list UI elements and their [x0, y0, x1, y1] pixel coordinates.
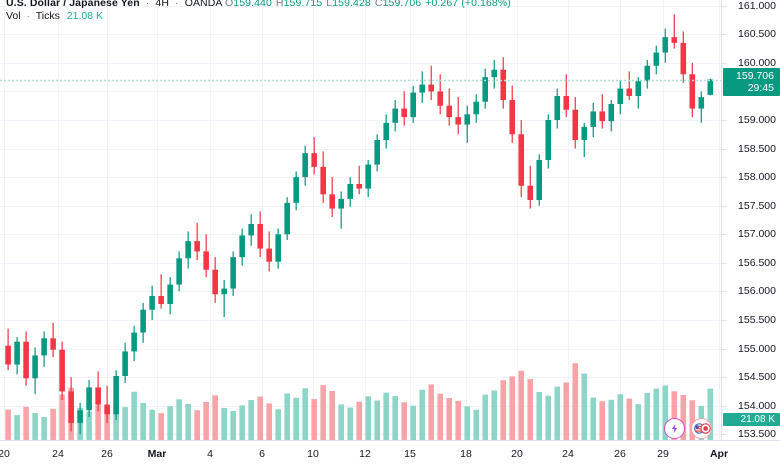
price-tick-label: 161.000 — [738, 0, 776, 12]
chart-plot-area[interactable] — [0, 0, 722, 440]
price-tick-mark — [722, 148, 727, 150]
price-tick-label: 153.500 — [738, 428, 776, 441]
price-tick-mark — [722, 205, 727, 207]
price-tick-label: 157.000 — [738, 228, 776, 241]
price-tick-mark — [722, 120, 727, 121]
price-tick-label: 160.000 — [738, 56, 776, 69]
price-tick-label: 159.000 — [738, 114, 776, 126]
price-tick-label: 157.500 — [738, 199, 776, 212]
time-tick-label: Mar — [147, 448, 167, 460]
time-tick-label: 20 — [511, 448, 523, 460]
lightning-icon — [671, 423, 678, 434]
time-tick-label: 26 — [614, 448, 626, 460]
time-tick-label: 20 — [0, 448, 10, 460]
price-tick-mark — [722, 348, 727, 350]
time-tick-label: 24 — [52, 448, 64, 460]
price-tick-label: 155.500 — [738, 314, 776, 326]
price-tick-mark — [722, 177, 727, 179]
price-tick-mark — [722, 291, 727, 293]
time-tick-label: 6 — [259, 448, 265, 460]
current-price-badge[interactable]: 159.706 29:45 — [723, 67, 780, 96]
candlestick-canvas[interactable] — [0, 0, 722, 440]
price-tick-mark — [722, 320, 727, 321]
price-tick-mark — [722, 262, 727, 264]
price-tick-mark — [722, 434, 727, 436]
volume-value-badge[interactable]: 21.08 K — [723, 413, 780, 426]
price-tick-label: 156.500 — [738, 256, 776, 269]
price-tick-label: 160.500 — [738, 28, 776, 41]
time-axis[interactable]: 20 24 26 Mar 4 6 10 12 15 18 20 24 26 29 Apr — [0, 440, 780, 471]
price-tick-label: 154.500 — [738, 371, 776, 384]
symbol-flags-button[interactable] — [691, 418, 712, 439]
time-tick-label: 26 — [101, 448, 113, 460]
time-tick-label: Apr — [709, 448, 729, 460]
price-tick-label: 154.000 — [738, 399, 776, 412]
price-tick-mark — [722, 405, 727, 407]
price-tick-mark — [722, 234, 727, 236]
price-tick-label: 155.000 — [738, 342, 776, 355]
price-tick-mark — [722, 62, 727, 64]
price-tick-label: 158.000 — [738, 171, 776, 184]
floating-button-group[interactable] — [664, 418, 712, 439]
time-tick-label: 12 — [359, 448, 371, 460]
price-tick-label: 158.500 — [738, 142, 776, 155]
price-tick-mark — [722, 377, 727, 379]
quick-trade-button[interactable] — [664, 418, 685, 439]
bar-countdown: 29:45 — [747, 81, 774, 94]
price-tick-mark — [722, 34, 727, 36]
flags-icon — [693, 423, 711, 434]
price-tick-label: 156.000 — [738, 285, 776, 298]
current-price-value: 159.706 — [736, 69, 774, 82]
price-axis[interactable]: 161.000160.500160.000159.500159.000158.5… — [721, 0, 780, 440]
time-tick-label: 18 — [460, 448, 472, 460]
time-tick-label: 10 — [307, 448, 319, 460]
time-tick-label: 24 — [562, 448, 574, 460]
time-tick-label: 15 — [404, 448, 416, 460]
time-tick-label: 4 — [207, 448, 213, 460]
price-tick-mark — [722, 5, 727, 7]
time-tick-label: 29 — [657, 448, 669, 460]
